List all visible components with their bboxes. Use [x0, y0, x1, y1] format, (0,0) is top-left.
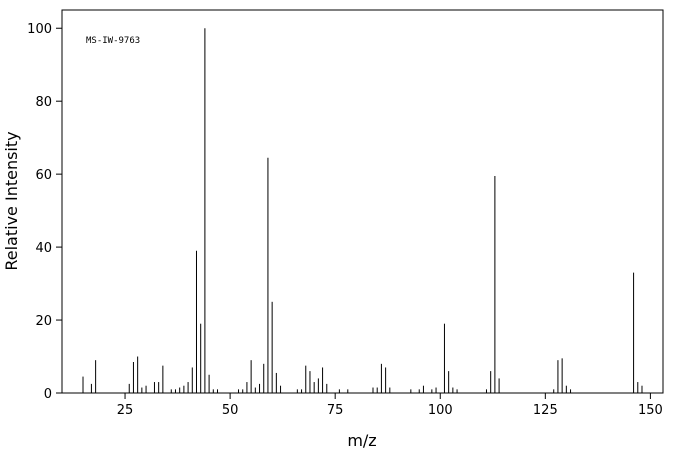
y-axis-label: Relative Intensity — [2, 131, 21, 270]
x-tick-label: 150 — [638, 403, 663, 418]
y-tick-label: 60 — [35, 168, 52, 183]
x-tick-label: 50 — [222, 403, 239, 418]
y-tick-label: 20 — [35, 314, 52, 329]
x-tick-label: 125 — [533, 403, 558, 418]
plot-frame — [61, 9, 664, 394]
y-tick-label: 80 — [35, 95, 52, 110]
x-tick-label: 75 — [327, 403, 344, 418]
y-tick-label: 0 — [44, 387, 52, 402]
x-tick-label: 100 — [428, 403, 453, 418]
y-tick-label: 100 — [27, 22, 52, 37]
x-tick-label: 25 — [117, 403, 134, 418]
annotation: MS-IW-9763 — [86, 36, 140, 46]
y-tick-label: 40 — [35, 241, 52, 256]
x-axis-label: m/z — [347, 431, 376, 450]
